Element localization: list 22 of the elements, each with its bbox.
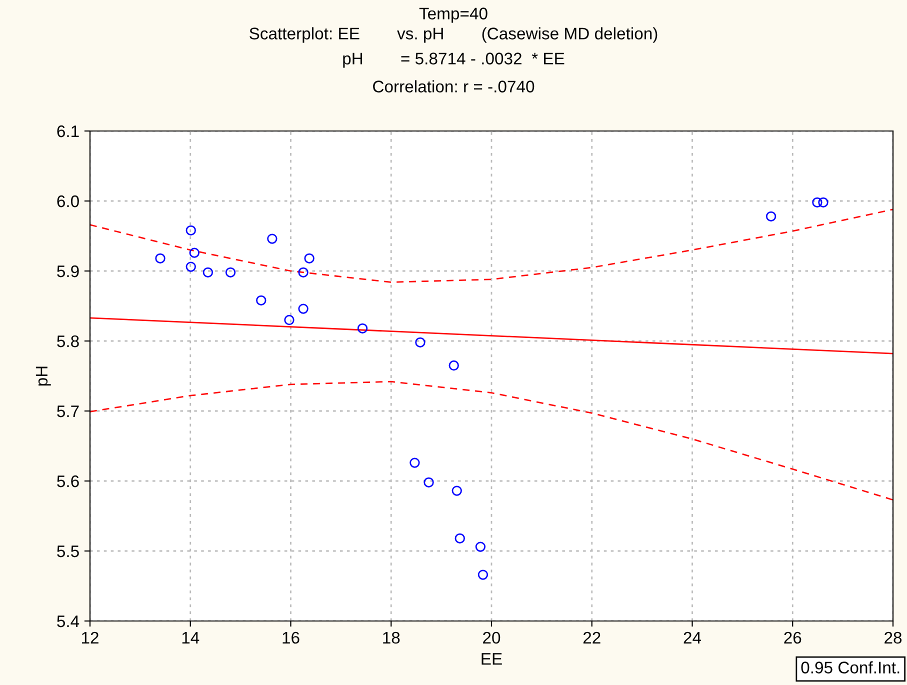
text: 0.95 Conf.Int. [801,661,900,674]
chart-subtitle: pH = 5.8714 - .0032 * EE Correlation: r = -.0740 [343,52,564,92]
y-tick-label: 6.0 [57,195,79,208]
y-tick-label: 6.1 [57,125,79,138]
y-axis-title: pH [36,366,51,386]
x-tick-label: 18 [383,632,400,644]
y-tick-label: 5.4 [57,616,80,628]
x-tick-label: 28 [884,632,902,644]
x-tick-label: 14 [182,632,200,644]
x-tick-label: 12 [82,632,98,644]
x-axis-title: EE [482,653,502,665]
y-tick-label: 5.9 [57,265,79,278]
x-tick-label: 20 [483,632,500,644]
y-tick-label: 5.7 [57,406,79,418]
chart-title: Temp=40 Scatterplot: EE vs. pH (Casewise MD deletion) [250,8,658,43]
x-tick-label: 26 [784,632,802,644]
x-tick-label: 24 [684,632,702,644]
x-tick-label: 22 [583,632,600,644]
y-tick-label: 5.5 [57,546,79,558]
y-tick-label: 5.8 [57,335,79,348]
y-tick-label: 5.6 [57,475,79,488]
x-tick-label: 16 [282,632,300,644]
